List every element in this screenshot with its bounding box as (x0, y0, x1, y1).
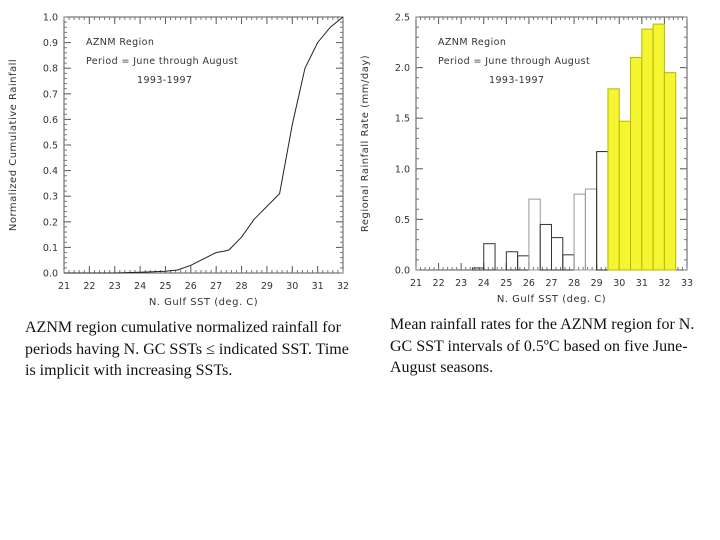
left-y-tick-label: 0.5 (43, 141, 58, 152)
left-x-tick-label: 32 (337, 281, 349, 292)
right-y-axis-label: Regional Rainfall Rate (mm/day) (360, 55, 371, 232)
left-y-tick-label: 0.0 (43, 269, 58, 280)
right-legend-period: Period = June through August (438, 56, 590, 67)
left-x-tick-label: 24 (134, 281, 146, 292)
rainfall-rate-bar (517, 255, 530, 271)
right-x-tick-label: 21 (410, 278, 422, 289)
cumulative-rainfall-line (64, 16, 344, 274)
rainfall-rate-bar (562, 254, 575, 271)
cumulative-rainfall-chart: 0.0 0.1 0.2 0.3 0.4 0.5 0.6 0.7 0.8 0.9 1.0 21 22 23 2… (0, 0, 360, 310)
left-y-tick-label: 0.6 (43, 115, 58, 126)
right-legend-years: 1993-1997 (489, 75, 544, 86)
right-y-tick-label: 2.5 (395, 13, 410, 24)
rainfall-rate-svg: 0.0 0.5 1.0 1.5 2.0 2.5 21 22 23 24 25 26 27 28 29 30 31… (360, 13, 693, 306)
left-x-tick-label: 28 (235, 281, 247, 292)
right-x-axis-label: N. Gulf SST (deg. C) (497, 294, 606, 305)
left-legend-years: 1993-1997 (137, 75, 192, 86)
right-y-tick-label: 0.5 (395, 215, 410, 226)
rainfall-rate-bar (573, 193, 586, 271)
right-x-tick-label: 26 (523, 278, 535, 289)
right-x-tick-label: 24 (478, 278, 490, 289)
rainfall-rate-bar (663, 72, 677, 271)
rainfall-rate-bar (652, 23, 665, 271)
rainfall-rate-bar (618, 120, 632, 271)
left-x-axis-label: N. Gulf SST (deg. C) (149, 297, 258, 308)
left-x-tick-label: 25 (159, 281, 171, 292)
rainfall-rate-bar (483, 243, 496, 271)
right-x-tick-label: 23 (455, 278, 467, 289)
rainfall-rate-bar (584, 188, 598, 271)
left-y-axis-label: Normalized Cumulative Rainfall (8, 59, 19, 231)
right-x-tick-label: 28 (568, 278, 580, 289)
left-y-tick-label: 0.8 (43, 64, 58, 75)
right-y-tick-label: 0.0 (395, 266, 410, 277)
rainfall-rate-bar (596, 151, 609, 271)
left-y-tick-label: 0.1 (43, 243, 58, 254)
left-y-tick-label: 0.4 (43, 166, 58, 177)
left-x-tick-label: 22 (83, 281, 95, 292)
left-y-tick-label: 0.2 (43, 217, 58, 228)
right-x-tick-label: 31 (636, 278, 648, 289)
rainfall-rate-bar (551, 237, 564, 271)
rainfall-rate-bar (528, 198, 541, 271)
right-figure-caption: Mean rainfall rates for the AZNM region … (390, 316, 695, 376)
right-x-tick-label: 30 (613, 278, 625, 289)
rainfall-rate-bar (607, 88, 620, 271)
left-y-tick-label: 0.7 (43, 89, 58, 100)
right-x-tick-label: 25 (500, 278, 512, 289)
right-x-tick-label: 33 (681, 278, 693, 289)
rainfall-rate-bar (630, 56, 643, 271)
right-x-tick-label: 27 (545, 278, 557, 289)
rainfall-rate-bar (471, 267, 485, 271)
left-figure-caption: AZNM region cumulative normalized rainfa… (25, 319, 349, 379)
left-x-tick-label: 21 (58, 281, 70, 292)
right-x-tick-label: 22 (433, 278, 445, 289)
left-x-tick-label: 23 (109, 281, 121, 292)
right-y-tick-label: 1.0 (395, 164, 410, 175)
rainfall-rate-bar (641, 28, 654, 271)
cumulative-rainfall-svg: 0.0 0.1 0.2 0.3 0.4 0.5 0.6 0.7 0.8 0.9 1.0 21 22 23 2… (8, 13, 349, 309)
right-legend-region: AZNM Region (438, 37, 506, 48)
left-y-tick-label: 1.0 (43, 13, 58, 24)
left-x-tick-label: 27 (210, 281, 222, 292)
rainfall-rate-chart: 0.0 0.5 1.0 1.5 2.0 2.5 21 22 23 24 25 26 27 28 29 30 31… (360, 0, 720, 310)
left-y-tick-label: 0.9 (43, 38, 58, 49)
left-x-tick-label: 31 (312, 281, 324, 292)
right-x-tick-label: 29 (591, 278, 603, 289)
right-y-tick-label: 2.0 (395, 63, 410, 74)
left-x-tick-label: 26 (185, 281, 197, 292)
right-y-tick-label: 1.5 (395, 114, 410, 125)
rainfall-rate-bar (539, 223, 552, 271)
left-x-tick-label: 30 (286, 281, 298, 292)
left-legend-period: Period = June through August (86, 56, 238, 67)
rainfall-rate-bar (505, 251, 519, 271)
left-y-tick-label: 0.3 (43, 192, 58, 203)
left-legend-region: AZNM Region (86, 37, 154, 48)
right-x-tick-label: 32 (658, 278, 670, 289)
left-x-tick-label: 29 (261, 281, 273, 292)
